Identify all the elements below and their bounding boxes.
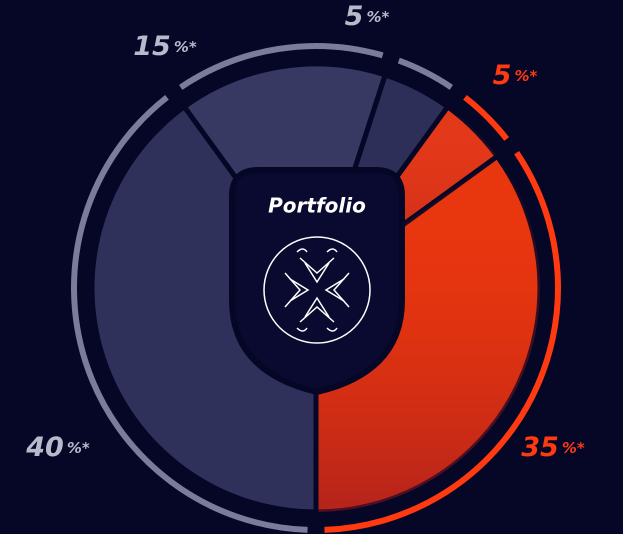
value-label: 5 %*: [345, 1, 390, 32]
ring: [71, 43, 561, 533]
center-title: Portfolio: [268, 194, 366, 218]
ring-segment: [324, 151, 561, 533]
value-label: 5 %*: [493, 60, 538, 91]
value-label: 35 %*: [521, 432, 585, 463]
value-suffix: %*: [174, 38, 197, 56]
value-number: 35: [521, 432, 559, 463]
value-label: 40 %*: [25, 432, 90, 463]
value-number: 15: [133, 31, 171, 62]
center-badge: Portfolio: [229, 167, 405, 396]
value-suffix: %*: [366, 8, 389, 26]
value-number: 40: [25, 432, 64, 463]
logo: [263, 236, 371, 344]
labels: 5 %*35 %*40 %*15 %*5 %*: [25, 1, 585, 463]
slice-shade: [316, 156, 540, 512]
value-suffix: %*: [562, 439, 585, 457]
value-suffix: %*: [514, 67, 537, 85]
slice: [89, 103, 319, 515]
ring-segment: [71, 94, 308, 533]
value-label: 15 %*: [133, 31, 197, 62]
value-number: 5: [345, 1, 364, 32]
ring-segment: [463, 94, 510, 141]
ring-segment: [179, 43, 384, 90]
value-suffix: %*: [67, 439, 90, 457]
value-number: 5: [493, 60, 512, 91]
ring-segment: [397, 57, 453, 90]
